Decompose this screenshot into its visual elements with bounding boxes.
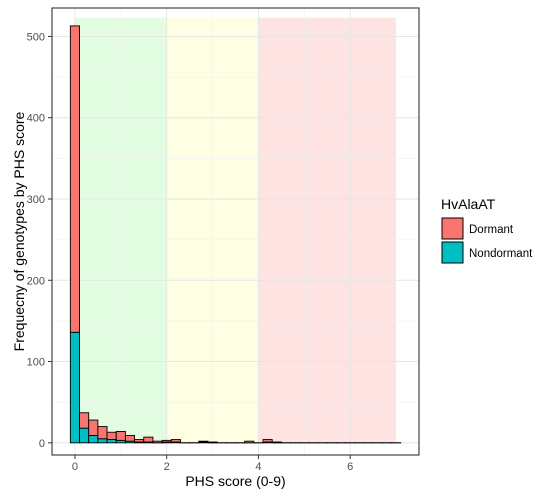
x-axis-ticks: 0 2 4 6	[72, 455, 353, 473]
bar-dormant-1.6	[143, 436, 154, 443]
x-tick-label: 2	[164, 461, 170, 473]
bar-dormant-0	[69, 25, 80, 333]
legend-key-dormant	[441, 217, 464, 240]
bar-dormant-0.2	[79, 412, 90, 429]
bar-dormant-3.8	[244, 440, 255, 444]
bar-dormant-4.4	[271, 441, 282, 444]
bar-dormant-2	[161, 439, 172, 443]
phs-background-regions	[74, 17, 397, 443]
bar-nondormant-0.6	[97, 438, 108, 444]
bar-nondormant-0.2	[79, 427, 90, 444]
bar-dormant-0.4	[88, 419, 99, 436]
legend-key-nondormant	[441, 241, 464, 264]
legend-label-nondormant: Nondormant	[469, 248, 533, 260]
bar-dormant-0.6	[97, 426, 108, 440]
bar-nondormant-0.4	[88, 435, 99, 444]
bar-dormant-2.8	[198, 440, 209, 443]
histogram-bars	[69, 25, 402, 444]
bar-dormant-1	[115, 430, 126, 441]
bar-dormant-3	[207, 441, 218, 444]
x-tick-label: 0	[72, 461, 78, 473]
bar-nondormant-0.8	[106, 439, 117, 444]
x-tick-label: 6	[347, 461, 353, 473]
y-axis-ticks: 0 100 200 300 400 500	[27, 31, 52, 450]
y-tick-label: 0	[39, 438, 45, 450]
plot-panel-border	[51, 7, 420, 456]
legend: HvAlaAT Dormant Nondormant	[441, 196, 533, 264]
bar-dormant-4.2	[262, 439, 273, 443]
bar-dormant-1.8	[152, 440, 163, 444]
x-tick-label: 4	[255, 461, 261, 473]
bar-nondormant-0	[69, 331, 80, 444]
y-axis-title: Frequecny of genotypes by PHS score	[11, 111, 27, 351]
bar-dormant-2.2	[170, 439, 181, 443]
bar-dormant-1.4	[134, 439, 145, 443]
y-tick-label: 100	[27, 357, 45, 369]
y-tick-label: 300	[27, 194, 45, 206]
y-tick-label: 400	[27, 113, 45, 125]
y-tick-label: 200	[27, 275, 45, 287]
bar-dormant-0.8	[106, 431, 117, 441]
legend-title: HvAlaAT	[441, 196, 496, 212]
background-region-2	[258, 17, 397, 443]
legend-label-dormant: Dormant	[469, 224, 514, 236]
x-axis-title: PHS score (0-9)	[185, 473, 285, 489]
y-tick-label: 500	[27, 31, 45, 43]
bar-dormant-1.2	[124, 435, 136, 442]
